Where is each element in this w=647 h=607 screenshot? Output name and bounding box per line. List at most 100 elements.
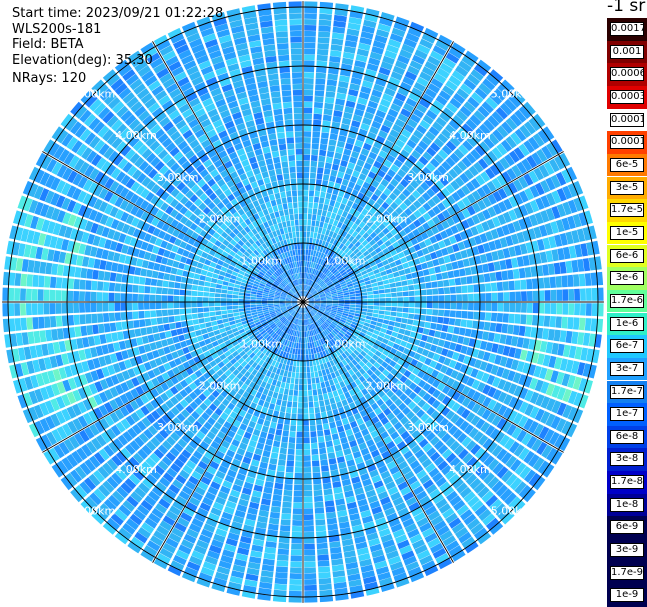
range-bin [526, 303, 533, 313]
range-bin [318, 566, 331, 573]
range-bin [303, 355, 306, 361]
range-bin [244, 293, 251, 297]
range-bin [413, 339, 421, 346]
range-bin [449, 342, 457, 351]
range-bin [466, 347, 474, 356]
range-bin [319, 306, 326, 310]
range-bin [441, 385, 451, 395]
range-bin [559, 437, 571, 452]
range-bin [178, 334, 185, 342]
range-bin [292, 508, 303, 515]
range-bin [567, 317, 574, 330]
range-bin [405, 342, 413, 350]
range-bin [330, 194, 338, 201]
range-bin [276, 126, 285, 133]
range-bin [96, 292, 103, 302]
range-bin [300, 272, 302, 279]
range-bin [296, 166, 303, 173]
range-bin [491, 414, 502, 427]
range-bin [392, 343, 400, 350]
range-bin [518, 374, 527, 386]
range-bin [326, 446, 335, 454]
range-bin [297, 184, 303, 190]
range-bin [481, 372, 490, 383]
range-bin [506, 423, 517, 436]
range-bin [566, 423, 578, 438]
range-bin [428, 329, 436, 337]
range-bin [516, 429, 527, 443]
range-bin [357, 323, 364, 328]
range-bin [369, 324, 376, 330]
range-bin [374, 326, 382, 332]
range-bin [524, 326, 532, 337]
range-bin [512, 372, 522, 384]
range-bin [192, 319, 199, 325]
range-bin [297, 419, 303, 426]
range-bin [329, 175, 336, 183]
range-bin [283, 370, 288, 377]
range-bin [196, 335, 204, 342]
range-bin [338, 305, 344, 309]
range-bin [296, 425, 303, 432]
range-bin [329, 541, 341, 548]
range-bin [79, 279, 86, 290]
range-bin [344, 323, 350, 329]
range-bin [516, 361, 525, 373]
range-bin [418, 340, 426, 348]
range-bin [378, 314, 385, 319]
range-bin [415, 361, 424, 370]
range-bin [327, 73, 338, 81]
range-bin [285, 185, 291, 192]
range-bin [465, 412, 476, 423]
range-bin [324, 311, 330, 316]
range-bin [369, 337, 377, 343]
range-bin [354, 313, 361, 317]
range-bin [584, 379, 593, 394]
range-bin [525, 350, 534, 362]
range-bin [418, 389, 427, 398]
range-bin [529, 406, 540, 419]
range-bin [277, 554, 289, 561]
range-bin [293, 490, 303, 497]
range-bin [43, 289, 50, 301]
range-bin [270, 397, 277, 405]
range-bin [316, 424, 323, 431]
range-bin [297, 178, 303, 185]
range-bin [337, 388, 344, 396]
range-bin [250, 304, 256, 308]
range-bin [503, 302, 510, 312]
range-bin [314, 302, 321, 304]
range-bin [434, 330, 442, 338]
range-bin [144, 318, 152, 327]
range-bin [310, 160, 318, 167]
range-bin [320, 305, 326, 308]
range-bin [382, 349, 390, 357]
range-bin [309, 237, 313, 244]
range-bin [389, 336, 397, 343]
range-bin [164, 266, 172, 274]
ray [308, 302, 604, 317]
range-bin [594, 334, 602, 348]
range-bin [317, 311, 323, 316]
range-bin [370, 320, 377, 326]
range-bin [332, 390, 339, 397]
range-bin [74, 267, 82, 278]
range-bin [285, 233, 290, 240]
range-bin [153, 333, 161, 341]
range-bin [427, 376, 436, 385]
range-bin [303, 225, 307, 232]
range-bin [492, 389, 502, 401]
range-bin [198, 318, 205, 324]
range-bin [317, 548, 329, 555]
range-bin [8, 318, 16, 332]
range-bin [308, 348, 311, 355]
range-bin [331, 309, 337, 313]
range-bin [477, 321, 485, 330]
range-bin [285, 125, 294, 132]
range-bin [14, 288, 21, 301]
range-bin [299, 231, 303, 238]
range-bin [305, 255, 308, 261]
range-bin [529, 391, 540, 405]
range-bin [586, 348, 594, 362]
range-bin [176, 328, 184, 335]
